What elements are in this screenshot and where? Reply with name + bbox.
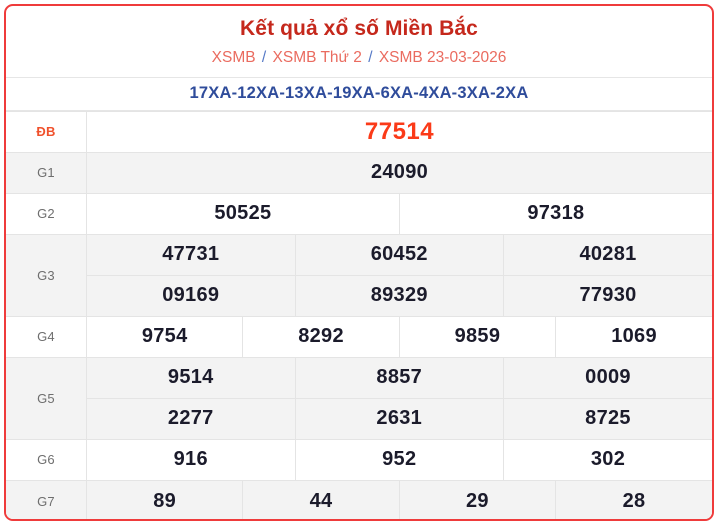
prize-label-đb: ĐB [6,110,87,153]
table-row: 09169 89329 77930 [6,274,712,317]
prize-number: 44 [242,479,400,519]
prize-number: 0009 [503,356,712,399]
prize-number: 302 [503,438,712,481]
prize-number: 9514 [86,356,296,399]
card-header: Kết quả xổ số Miền Bắc XSMB / XSMB Thứ 2… [6,6,712,77]
prize-number: 2631 [295,397,504,440]
prize-number: 24090 [86,151,712,194]
results-table-body: ĐB 77514 G1 24090 G2 50525 97318 G3 47731 60452 40… [6,110,712,519]
prize-number: 29 [399,479,557,519]
prize-number: 9754 [86,315,244,358]
page-title: Kết quả xổ số Miền Bắc [240,17,478,40]
prize-number: 09169 [86,274,296,317]
breadcrumb-separator: / [261,49,267,67]
prize-number: 60452 [295,233,504,276]
prize-number: 2277 [86,397,296,440]
ticket-code: 17XA-12XA-13XA-19XA-6XA-4XA-3XA-2XA [189,84,529,103]
table-row: G1 24090 [6,151,712,194]
prize-number: 28 [555,479,712,519]
prize-label-g3: G3 [6,233,87,317]
prize-number: 89329 [295,274,504,317]
results-table: ĐB 77514 G1 24090 G2 50525 97318 G3 47731 60452 40… [6,110,712,519]
prize-number: 8725 [503,397,712,440]
prize-number: 77514 [86,110,712,153]
prize-number: 40281 [503,233,712,276]
prize-number: 47731 [86,233,296,276]
table-row: 2277 2631 8725 [6,397,712,440]
table-row: G7 89 44 29 28 [6,479,712,519]
lottery-result-card: Kết quả xổ số Miền Bắc XSMB / XSMB Thứ 2… [4,4,714,521]
breadcrumb-separator: / [368,49,373,67]
prize-label-g7: G7 [6,479,87,519]
table-row: G3 47731 60452 40281 [6,233,712,317]
prize-label-g2: G2 [6,192,87,235]
table-row: G2 50525 97318 [6,192,712,235]
prize-number: 89 [86,479,244,519]
prize-label-g1: G1 [6,151,87,194]
prize-number: 97318 [399,192,712,235]
ticket-code-row: 17XA-12XA-13XA-19XA-6XA-4XA-3XA-2XA [6,76,712,111]
prize-number: 1069 [555,315,712,358]
breadcrumb-item-region[interactable]: XSMB [211,49,256,67]
table-row: G4 9754 8292 9859 1069 [6,315,712,358]
prize-number: 9859 [399,315,557,358]
prize-number: 8857 [295,356,504,399]
prize-label-g5: G5 [6,356,87,440]
prize-number: 952 [295,438,504,481]
prize-number: 8292 [242,315,400,358]
table-row: G5 9514 8857 0009 [6,356,712,440]
prize-number: 77930 [503,274,712,317]
table-row: ĐB 77514 [6,110,712,153]
breadcrumb-item-weekday[interactable]: XSMB Thứ 2 [272,49,362,67]
breadcrumb-item-date[interactable]: XSMB 23-03-2026 [378,49,507,67]
prize-number: 50525 [86,192,400,235]
breadcrumb: XSMB / XSMB Thứ 2 / XSMB 23-03-2026 [6,49,712,68]
prize-label-g6: G6 [6,438,87,481]
prize-label-g4: G4 [6,315,87,358]
prize-number: 916 [86,438,296,481]
table-row: G6 916 952 302 [6,438,712,481]
